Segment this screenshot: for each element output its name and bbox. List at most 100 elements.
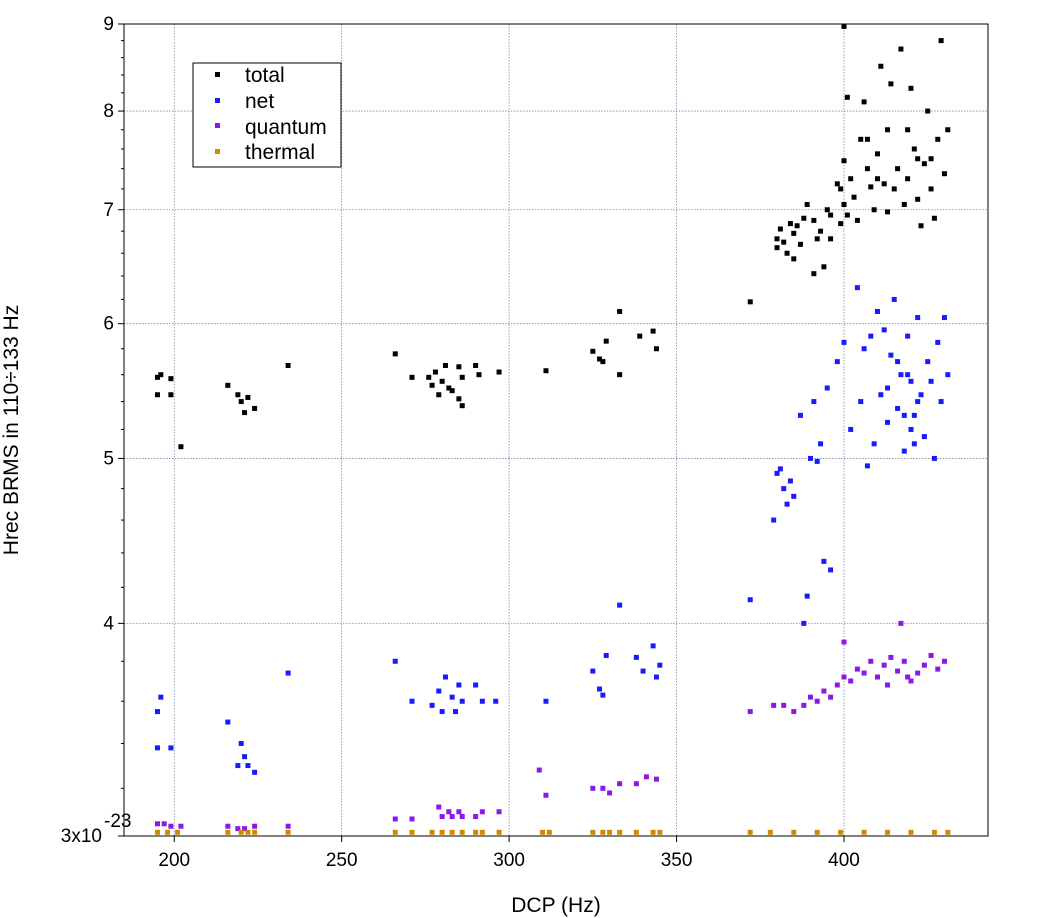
data-point-net <box>931 455 937 461</box>
data-point-net <box>885 385 891 391</box>
data-point-quantum <box>653 776 659 782</box>
data-point-total <box>456 396 462 402</box>
y-tick-label: 9 <box>103 14 114 35</box>
data-point-total <box>925 108 931 114</box>
data-point-quantum <box>881 662 887 668</box>
data-point-total <box>245 394 251 400</box>
data-point-total <box>432 369 438 375</box>
legend-label-net: net <box>245 90 274 113</box>
data-point-quantum <box>801 702 807 708</box>
data-point-net <box>479 698 485 704</box>
data-point-quantum <box>161 821 167 827</box>
data-point-thermal <box>479 829 485 835</box>
data-point-net <box>814 458 820 464</box>
data-point-thermal <box>225 829 231 835</box>
data-point-total <box>590 348 596 354</box>
data-point-net <box>901 412 907 418</box>
data-point-net <box>747 597 753 603</box>
data-point-total <box>811 271 817 277</box>
data-point-thermal <box>814 829 820 835</box>
legend-label-thermal: thermal <box>245 141 315 164</box>
data-point-thermal <box>747 829 753 835</box>
data-point-net <box>784 501 790 507</box>
data-point-quantum <box>235 826 241 832</box>
data-point-total <box>242 410 248 416</box>
data-point-total <box>617 308 623 314</box>
data-point-total <box>821 264 827 270</box>
data-point-total <box>818 228 824 234</box>
data-point-total <box>848 176 854 182</box>
data-point-quantum <box>821 688 827 694</box>
data-point-thermal <box>392 829 398 835</box>
data-point-quantum <box>848 678 854 684</box>
data-point-total <box>908 85 914 91</box>
data-point-total <box>456 364 462 370</box>
grid-lines <box>124 24 988 836</box>
data-point-thermal <box>931 829 937 835</box>
data-point-total <box>941 171 947 177</box>
data-point-net <box>640 668 646 674</box>
data-point-total <box>838 186 844 192</box>
data-point-net <box>908 426 914 432</box>
data-points <box>154 23 951 835</box>
data-point-total <box>392 351 398 357</box>
data-point-total <box>496 369 502 375</box>
data-point-net <box>841 339 847 345</box>
data-point-total <box>864 166 870 172</box>
data-point-total <box>858 136 864 142</box>
data-point-net <box>791 493 797 499</box>
data-point-net <box>225 719 231 725</box>
data-point-net <box>473 682 479 688</box>
data-point-net <box>436 688 442 694</box>
data-point-total <box>885 127 891 133</box>
data-point-total <box>898 46 904 52</box>
data-point-total <box>791 256 797 262</box>
data-point-total <box>238 399 244 405</box>
data-point-quantum <box>446 809 452 815</box>
data-point-quantum <box>791 709 797 715</box>
data-point-quantum <box>915 670 921 676</box>
data-point-net <box>885 419 891 425</box>
data-point-total <box>252 405 258 411</box>
data-point-quantum <box>921 662 927 668</box>
data-point-total <box>774 245 780 251</box>
data-point-total <box>871 207 877 213</box>
data-point-quantum <box>252 823 258 829</box>
data-point-quantum <box>747 709 753 715</box>
data-point-quantum <box>941 658 947 664</box>
data-point-quantum <box>808 694 814 700</box>
data-point-total <box>905 176 911 182</box>
data-point-total <box>874 151 880 157</box>
legend-label-quantum: quantum <box>245 116 327 139</box>
data-point-thermal <box>861 829 867 835</box>
data-point-thermal <box>650 829 656 835</box>
data-point-total <box>928 186 934 192</box>
data-point-total <box>841 23 847 29</box>
data-point-net <box>429 702 435 708</box>
data-point-quantum <box>814 698 820 704</box>
data-point-thermal <box>885 829 891 835</box>
data-point-net <box>285 670 291 676</box>
data-point-total <box>841 201 847 207</box>
data-point-total <box>851 194 857 200</box>
data-point-net <box>154 709 160 715</box>
data-point-net <box>928 378 934 384</box>
data-point-total <box>168 376 174 382</box>
x-tick-label: 400 <box>828 850 860 871</box>
data-point-total <box>617 372 623 378</box>
data-point-total <box>901 201 907 207</box>
data-point-total <box>834 181 840 187</box>
data-point-net <box>801 620 807 626</box>
data-point-net <box>168 745 174 751</box>
data-point-total <box>861 99 867 105</box>
y-axis-label: Hrec BRMS in 110÷133 Hz <box>0 305 23 555</box>
data-point-quantum <box>901 658 907 664</box>
data-point-net <box>858 399 864 405</box>
legend-marker-thermal <box>215 149 220 154</box>
data-point-net <box>245 763 251 769</box>
data-point-net <box>871 441 877 447</box>
data-point-total <box>543 368 549 374</box>
data-point-net <box>781 486 787 492</box>
data-point-net <box>392 658 398 664</box>
data-point-net <box>797 412 803 418</box>
